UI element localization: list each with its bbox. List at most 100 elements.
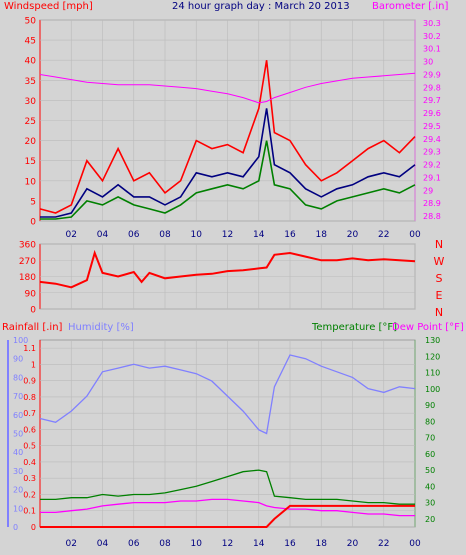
windspeed-tick-label: 40	[25, 57, 37, 67]
barometer-tick-label: 30.1	[423, 45, 441, 54]
windspeed-tick-label: 35	[25, 77, 36, 87]
series-line-rainfall	[40, 504, 415, 528]
compass-label: E	[436, 289, 443, 302]
rainfall-tick-label: 0.4	[23, 458, 36, 467]
time-tick-label: 08	[159, 230, 171, 240]
series-line-humidity	[39, 354, 416, 435]
barometer-tick-label: 28.9	[423, 199, 441, 208]
series-line-temperature	[40, 469, 415, 505]
humidity-tick-label: 40	[13, 448, 23, 457]
rainfall-tick-label: 0.9	[23, 377, 36, 386]
temperature-tick-label: 60	[425, 450, 435, 459]
rainfall-tick-label: 0.5	[23, 442, 36, 451]
windspeed-tick-label: 25	[25, 117, 36, 127]
humidity-tick-label: 20	[13, 486, 23, 495]
windspeed-tick-label: 15	[25, 157, 36, 167]
windspeed-tick-label: 10	[25, 177, 37, 187]
time-tick-label: 04	[97, 230, 109, 240]
temperature-tick-label: 80	[425, 417, 435, 426]
temperature-tick-label: 90	[425, 401, 435, 410]
windspeed-tick-label: 20	[25, 137, 37, 147]
temperature-tick-label: 50	[425, 466, 435, 475]
rainfall-tick-label: 0.2	[23, 490, 36, 499]
temperature-tick-label: 110	[425, 369, 440, 378]
time-tick-label: 08	[159, 539, 171, 549]
barometer-tick-label: 29.6	[423, 109, 441, 118]
direction-series-line	[39, 249, 416, 289]
rainfall-tick-label: 0.7	[23, 409, 36, 418]
time-tick-label: 10	[191, 539, 203, 549]
barometer-tick-label: 29.4	[423, 135, 441, 144]
compass-label: N	[435, 306, 443, 319]
humidity-tick-label: 0	[13, 523, 18, 532]
windspeed-tick-label: 5	[30, 197, 36, 207]
temperature-tick-label: 100	[425, 385, 440, 394]
temperature-axis-label: Temperature [°F]	[311, 322, 397, 333]
direction-tick-label: 360	[19, 241, 36, 251]
humidity-tick-label: 70	[13, 392, 23, 401]
humidity-tick-label: 30	[13, 467, 23, 476]
time-tick-label: 16	[284, 539, 296, 549]
time-tick-label: 06	[128, 230, 140, 240]
temperature-tick-label: 70	[425, 434, 435, 443]
temperature-tick-label: 30	[425, 499, 435, 508]
barometer-tick-label: 29.1	[423, 173, 441, 182]
time-tick-label: 22	[378, 230, 389, 240]
windspeed-tick-label: 45	[25, 37, 36, 47]
series-line-2	[40, 140, 416, 220]
temperature-tick-label: 20	[425, 515, 435, 524]
temperature-tick-label: 40	[425, 482, 435, 491]
time-tick-label: 04	[97, 539, 109, 549]
humidity-tick-label: 90	[13, 355, 23, 364]
rainfall-tick-label: 0.1	[23, 507, 36, 516]
direction-tick-label: 270	[19, 257, 36, 267]
time-tick-label: 16	[284, 230, 296, 240]
humidity-tick-label: 100	[13, 336, 28, 345]
time-tick-label: 00	[409, 539, 421, 549]
chart-title: 24 hour graph day : March 20 2013	[172, 1, 350, 12]
series-line-3	[39, 72, 416, 104]
time-tick-label: 20	[347, 230, 359, 240]
barometer-tick-label: 30	[423, 58, 433, 67]
barometer-tick-label: 29.9	[423, 70, 441, 79]
rainfall-tick-label: 1	[31, 360, 36, 369]
direction-tick-label: 180	[19, 273, 36, 283]
rainfall-tick-label: 0	[31, 523, 36, 532]
direction-tick-label: 0	[30, 306, 36, 316]
time-tick-label: 14	[253, 539, 265, 549]
compass-label: W	[434, 255, 445, 268]
humidity-tick-label: 60	[13, 411, 23, 420]
temperature-tick-label: 130	[425, 336, 440, 345]
time-tick-label: 12	[222, 539, 233, 549]
windspeed-axis-label: Windspeed [mph]	[4, 1, 93, 12]
humidity-axis-label: Humidity [%]	[68, 322, 134, 333]
time-tick-label: 02	[66, 539, 77, 549]
humidity-tick-label: 50	[13, 430, 23, 439]
direction-tick-label: 90	[25, 289, 37, 299]
rainfall-axis-label: Rainfall [.in]	[2, 322, 63, 333]
windspeed-tick-label: 50	[25, 17, 37, 27]
time-tick-label: 18	[316, 539, 328, 549]
rainfall-tick-label: 1.1	[23, 344, 36, 353]
time-tick-label: 22	[378, 539, 389, 549]
windspeed-tick-label: 30	[25, 97, 37, 107]
barometer-tick-label: 29.7	[423, 96, 441, 105]
compass-label: S	[436, 272, 443, 285]
time-tick-label: 02	[66, 230, 77, 240]
time-tick-label: 10	[191, 230, 203, 240]
rainfall-tick-label: 0.6	[23, 425, 36, 434]
time-tick-label: 20	[347, 539, 359, 549]
humidity-tick-label: 80	[13, 373, 23, 382]
time-tick-label: 06	[128, 539, 140, 549]
series-line-dew-point	[40, 498, 415, 517]
compass-label: N	[435, 238, 443, 251]
barometer-tick-label: 29	[423, 186, 433, 195]
rainfall-tick-label: 0.8	[23, 393, 36, 402]
temperature-tick-label: 120	[425, 352, 440, 361]
barometer-tick-label: 29.8	[423, 83, 441, 92]
windspeed-tick-label: 0	[30, 218, 36, 228]
barometer-axis-label: Barometer [.in]	[372, 1, 448, 12]
time-tick-label: 00	[409, 230, 421, 240]
time-tick-label: 12	[222, 230, 233, 240]
